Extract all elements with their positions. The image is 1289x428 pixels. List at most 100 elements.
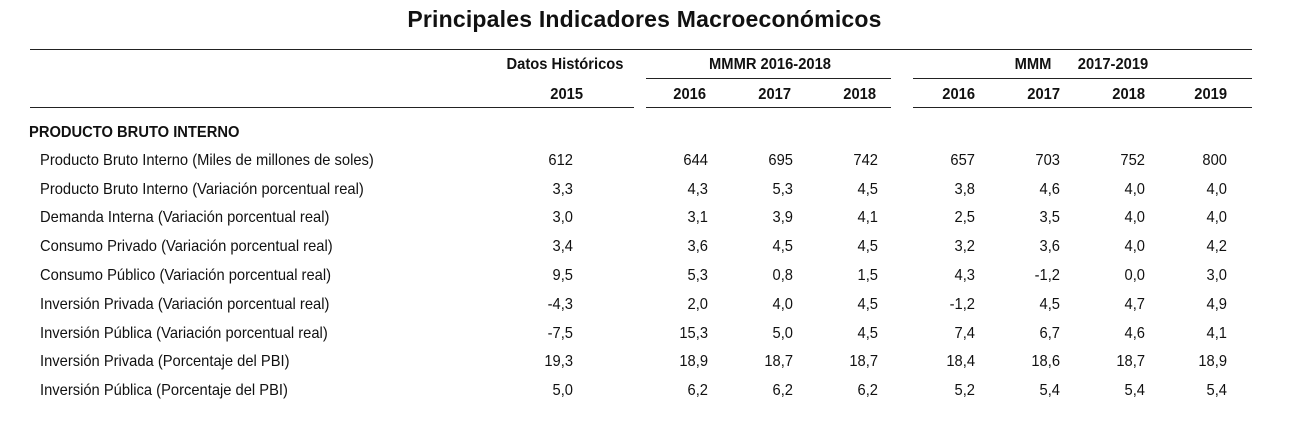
top-rule [30,49,1252,50]
row-label: Consumo Público (Variación porcentual re… [40,267,332,284]
row-label: Inversión Privada (Porcentaje del PBI) [40,353,290,370]
header-mmm-prefix: MMM [1014,56,1052,73]
value-cell: 18,7 [849,353,878,370]
value-cell: 4,0 [1206,209,1227,226]
value-cell: 703 [1035,152,1060,169]
value-cell: -1,2 [1034,267,1060,284]
value-cell: 5,3 [772,181,793,198]
value-cell: 4,5 [857,238,878,255]
value-cell: 4,3 [687,181,708,198]
year-header: 2018 [843,86,876,103]
value-cell: 3,0 [552,209,573,226]
value-cell: 2,5 [954,209,975,226]
value-cell: 6,2 [772,382,793,399]
value-cell: 6,7 [1039,325,1060,342]
value-cell: 4,6 [1039,181,1060,198]
year-header: 2019 [1194,86,1227,103]
value-cell: 800 [1202,152,1227,169]
value-cell: 4,2 [1206,238,1227,255]
value-cell: 0,0 [1124,267,1145,284]
section-title: PRODUCTO BRUTO INTERNO [29,124,240,141]
value-cell: 4,5 [772,238,793,255]
value-cell: 18,9 [679,353,708,370]
value-cell: 4,3 [954,267,975,284]
year-header: 2016 [673,86,706,103]
row-label: Inversión Pública (Variación porcentual … [40,325,328,342]
row-label: Producto Bruto Interno (Variación porcen… [40,181,364,198]
value-cell: 4,0 [1206,181,1227,198]
page-title: Principales Indicadores Macroeconómicos [407,6,882,32]
value-cell: 4,6 [1124,325,1145,342]
value-cell: 4,0 [1124,238,1145,255]
value-cell: -7,5 [547,325,573,342]
value-cell: 4,0 [1124,181,1145,198]
value-cell: 657 [950,152,975,169]
year-header: 2018 [1112,86,1145,103]
value-cell: 4,0 [1124,209,1145,226]
value-cell: 4,1 [1206,325,1227,342]
value-cell: 6,2 [857,382,878,399]
value-cell: 5,0 [772,325,793,342]
row-label: Inversión Pública (Porcentaje del PBI) [40,382,288,399]
value-cell: 3,8 [954,181,975,198]
value-cell: 3,6 [687,238,708,255]
value-cell: 612 [548,152,573,169]
value-cell: 4,7 [1124,296,1145,313]
value-cell: 4,0 [772,296,793,313]
value-cell: 4,9 [1206,296,1227,313]
value-cell: 5,3 [687,267,708,284]
row-label: Consumo Privado (Variación porcentual re… [40,238,333,255]
value-cell: 18,6 [1031,353,1060,370]
header-bottom-rule-mmmr [646,107,891,108]
value-cell: 18,4 [946,353,975,370]
value-cell: 18,9 [1198,353,1227,370]
value-cell: 3,3 [552,181,573,198]
value-cell: 4,5 [1039,296,1060,313]
value-cell: 5,4 [1206,382,1227,399]
value-cell: 6,2 [687,382,708,399]
header-mmmr: MMMR 2016-2018 [709,56,831,73]
value-cell: 3,9 [772,209,793,226]
value-cell: 742 [853,152,878,169]
value-cell: 4,1 [857,209,878,226]
value-cell: 1,5 [857,267,878,284]
value-cell: 695 [768,152,793,169]
row-label: Producto Bruto Interno (Miles de millone… [40,152,374,169]
value-cell: 3,1 [687,209,708,226]
value-cell: 3,0 [1206,267,1227,284]
mmm-group-rule [913,78,1252,79]
value-cell: 0,8 [772,267,793,284]
value-cell: 4,5 [857,325,878,342]
value-cell: 5,4 [1124,382,1145,399]
year-header: 2017 [1027,86,1060,103]
value-cell: 7,4 [954,325,975,342]
value-cell: 4,5 [857,181,878,198]
value-cell: 4,5 [857,296,878,313]
value-cell: 644 [683,152,708,169]
value-cell: 3,4 [552,238,573,255]
value-cell: 15,3 [679,325,708,342]
row-label: Inversión Privada (Variación porcentual … [40,296,330,313]
value-cell: -1,2 [949,296,975,313]
value-cell: 5,0 [552,382,573,399]
value-cell: 3,6 [1039,238,1060,255]
value-cell: 3,5 [1039,209,1060,226]
value-cell: 3,2 [954,238,975,255]
value-cell: 18,7 [1116,353,1145,370]
value-cell: 19,3 [544,353,573,370]
value-cell: 5,4 [1039,382,1060,399]
value-cell: -4,3 [547,296,573,313]
year-header: 2017 [758,86,791,103]
year-header: 2016 [942,86,975,103]
row-label: Demanda Interna (Variación porcentual re… [40,209,330,226]
header-bottom-rule [30,107,634,108]
header-datos-historicos: Datos Históricos [506,56,624,73]
value-cell: 18,7 [764,353,793,370]
header-bottom-rule-mmm [913,107,1252,108]
mmmr-group-rule [646,78,891,79]
year-header: 2015 [550,86,583,103]
value-cell: 5,2 [954,382,975,399]
value-cell: 752 [1120,152,1145,169]
value-cell: 9,5 [552,267,573,284]
header-mmm-range: 2017-2019 [1077,56,1149,73]
